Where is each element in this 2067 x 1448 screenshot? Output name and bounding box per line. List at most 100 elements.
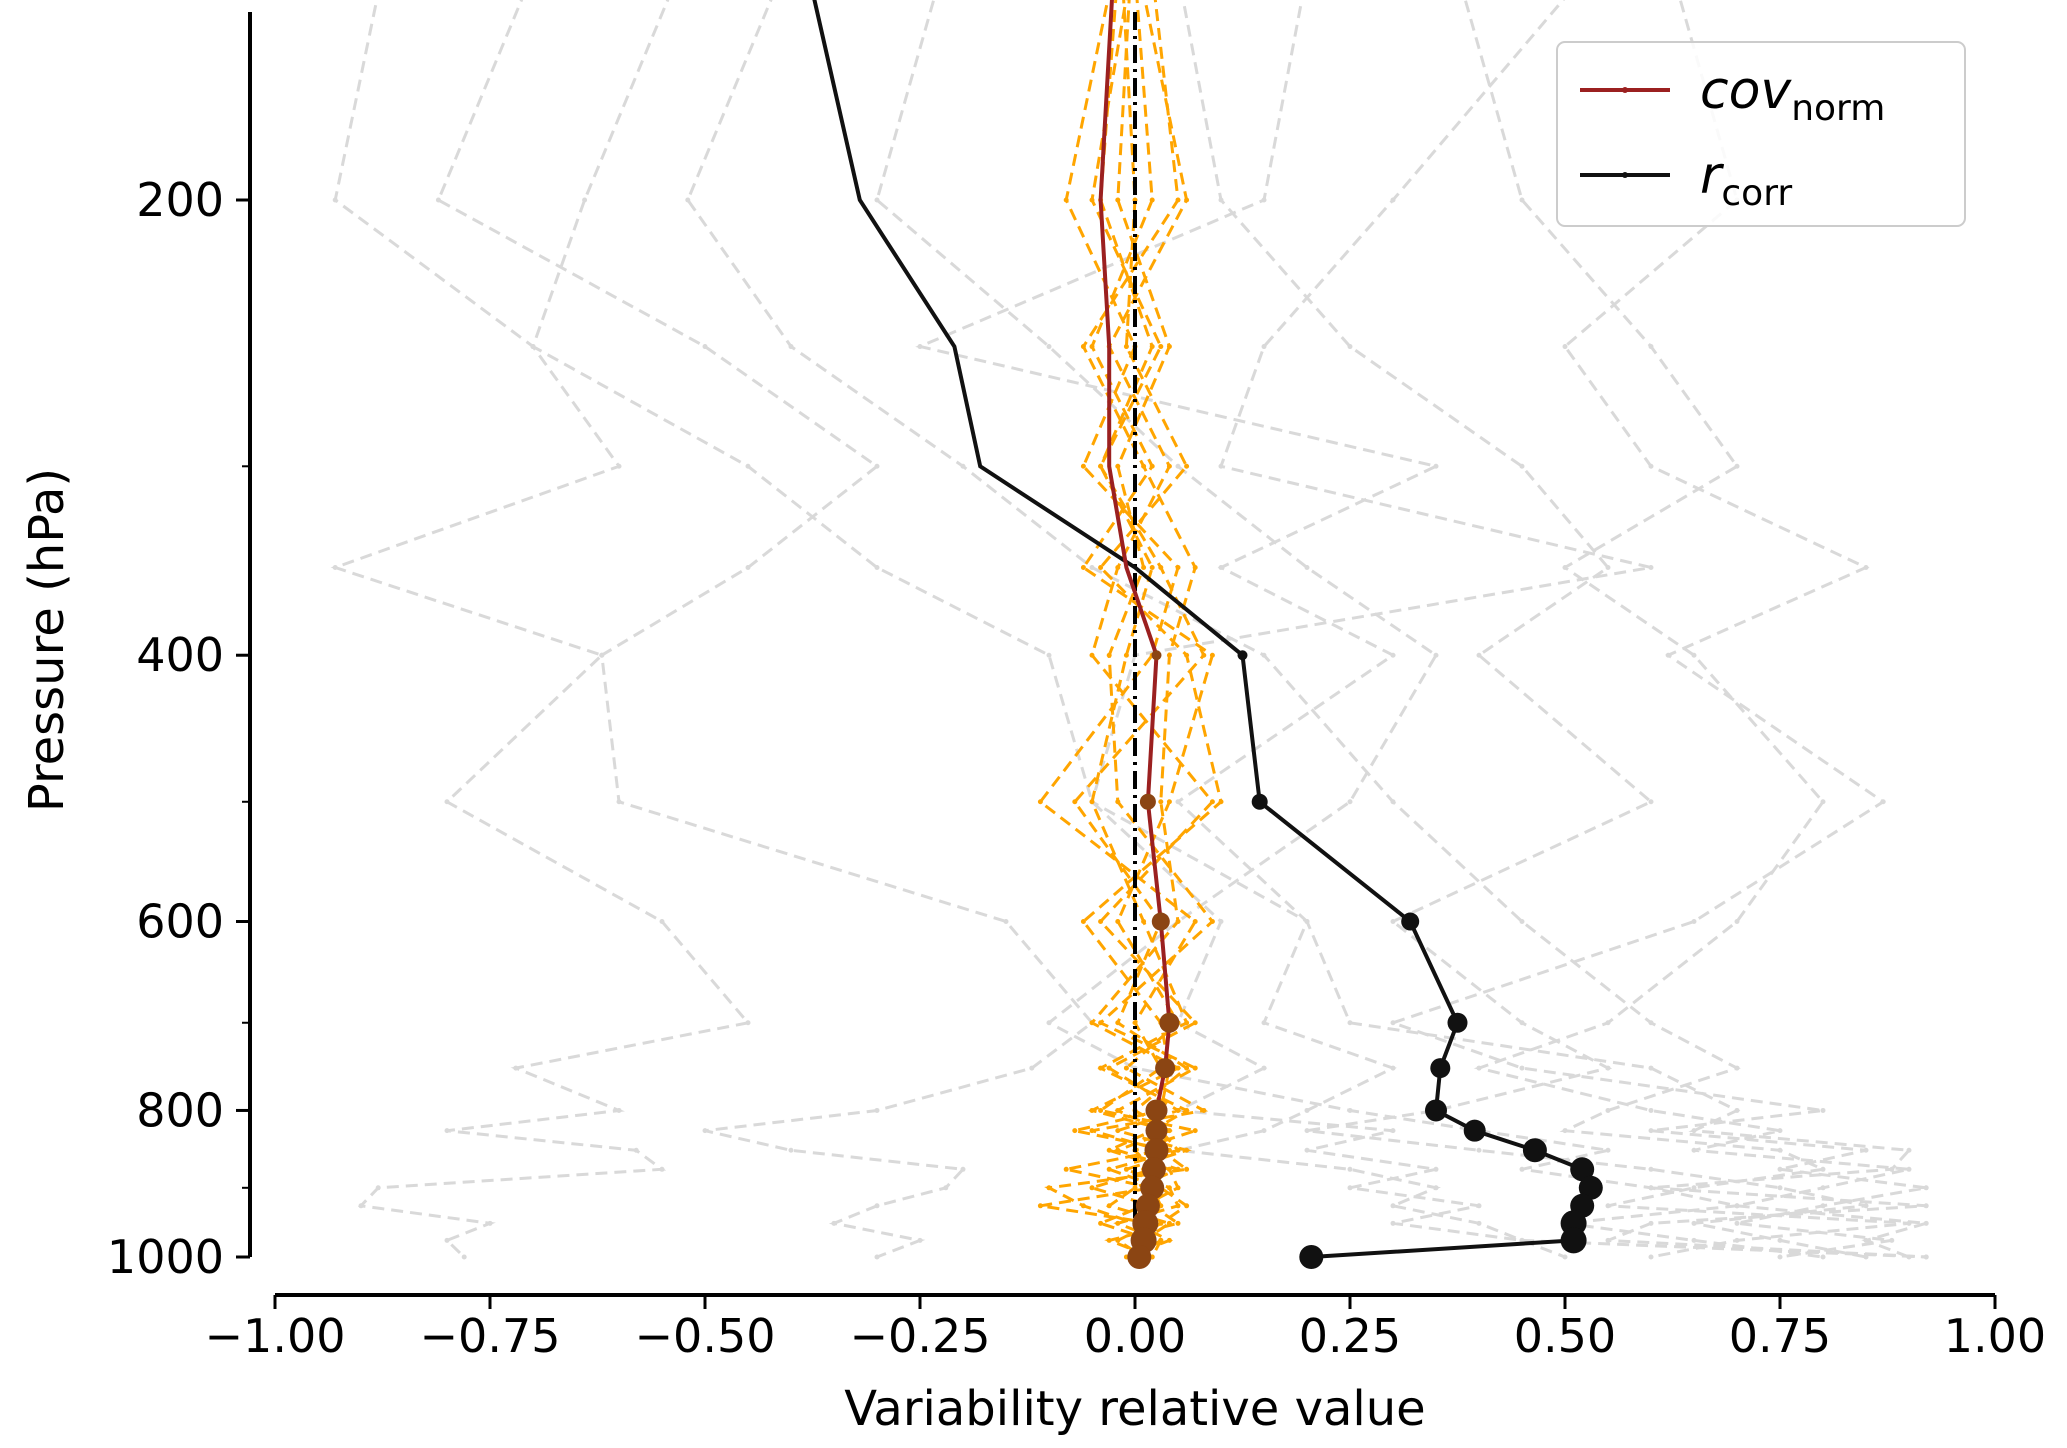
ensemble-cov-point [1046,1185,1052,1191]
ensemble-corr-point [1889,1237,1895,1243]
x-tick-label: −0.25 [850,1309,991,1363]
ensemble-cov-point [1115,565,1121,571]
ensemble-cov-point [1098,1065,1104,1071]
ensemble-corr-point [1923,1254,1929,1260]
ensemble-corr-point [616,1107,622,1113]
ensemble-cov-point [1184,197,1190,203]
ensemble-corr-point [1261,1020,1267,1026]
ensemble-corr-point [1820,1185,1826,1191]
ensemble-corr-point [332,197,338,203]
ensemble-corr-point [1218,463,1224,469]
ensemble-corr-point [1304,1107,1310,1113]
ensemble-cov-point [1192,1020,1198,1026]
ensemble-corr-point [1777,1254,1783,1260]
x-tick-label: 1.00 [1944,1309,2046,1363]
ensemble-corr-point [358,1203,364,1209]
y-tick-label: 600 [136,895,224,949]
ensemble-cov-point [1089,1128,1095,1134]
ensemble-cov-point [1166,1166,1172,1172]
ensemble-corr-point [1304,919,1310,925]
ensemble-corr-point [1820,1254,1826,1260]
ensemble-cov-point [1115,463,1121,469]
ensemble-corr-point [1734,1220,1740,1226]
ensemble-cov-point [1072,1128,1078,1134]
ensemble-cov-point [1158,799,1164,805]
ensemble-corr-point [1261,197,1267,203]
ensemble-corr-point [1648,799,1654,805]
ensemble-corr-point [1648,1020,1654,1026]
ensemble-cov-point [1080,565,1086,571]
ensemble-cov-point [1184,1147,1190,1153]
ensemble-corr-line-1 [330,0,751,1259]
ensemble-cov-point [1158,344,1164,350]
ensemble-cov-point [1080,344,1086,350]
ensemble-corr-point [1665,652,1671,658]
ensemble-cov-point [1089,1020,1095,1026]
ensemble-corr-point [874,1203,880,1209]
ensemble-corr-point [1390,1065,1396,1071]
ensemble-cov-point [1115,197,1121,203]
ensemble-cov-point [1080,919,1086,925]
r-corr-point [1430,1058,1451,1079]
ensemble-corr-point [1777,1128,1783,1134]
ensemble-cov-point [1115,1220,1121,1226]
ensemble-cov-point [1184,463,1190,469]
ensemble-corr-point [659,1166,665,1172]
ensemble-cov-point [1175,197,1181,203]
ensemble-cov-point [1115,1237,1121,1243]
ensemble-corr-point [1648,1185,1654,1191]
legend-label-subscript: norm [1791,88,1885,129]
ensemble-corr-point [745,1020,751,1026]
ensemble-corr-point [1304,565,1310,571]
x-tick-label: 0.25 [1299,1309,1401,1363]
cov-norm-point [1151,650,1162,661]
ensemble-corr-point [1923,1220,1929,1226]
ensemble-corr-point [1433,463,1439,469]
main-series [812,0,1603,1269]
ensemble-cov-point [1209,919,1215,925]
ensemble-cov-point [1209,799,1215,805]
ensemble-cov-point [1209,652,1215,658]
legend-marker-norm [1622,87,1628,93]
ensemble-cov-point [1141,565,1147,571]
ensemble-corr-point [1648,344,1654,350]
cov-norm-point [1145,1099,1168,1122]
ensemble-corr-point [1347,1185,1353,1191]
ensemble-cov-point [1149,565,1155,571]
ensemble-corr-point [831,1220,837,1226]
ensemble-corr-point [1562,344,1568,350]
ensemble-corr-point [1175,799,1181,805]
ensemble-cov-point [1106,1166,1112,1172]
ensemble-corr-point [1648,1065,1654,1071]
ensemble-cov-point [1080,1203,1086,1209]
ensemble-corr-point [616,799,622,805]
legend-marker-corr [1622,172,1628,178]
ensemble-corr-point [1261,652,1267,658]
ensemble-cov-point [1115,1107,1121,1113]
ensemble-cov-point [1063,197,1069,203]
ensemble-corr-point [1476,1065,1482,1071]
ensemble-corr-point [1476,1203,1482,1209]
ensemble-cov-point [1192,565,1198,571]
ensemble-cov-point [1123,1065,1129,1071]
ensemble-cov-point [1106,1237,1112,1243]
ensemble-corr-point [1923,1203,1929,1209]
ensemble-corr-point [530,344,536,350]
legend-label-subscript: corr [1721,173,1792,214]
ensemble-corr-point [1605,1237,1611,1243]
ensemble-corr-point [745,463,751,469]
ensemble-cov-point [1192,1128,1198,1134]
ensemble-corr-point [1304,1147,1310,1153]
cov-norm-point [1127,1245,1152,1269]
ensemble-corr-point [1691,919,1697,925]
ensemble-corr-line-3 [531,0,1566,1259]
x-tick-label: −0.75 [420,1309,561,1363]
y-axis-title: Pressure (hPa) [19,468,75,812]
ensemble-corr-point [1519,1065,1525,1071]
ensemble-cov-point [1166,1237,1172,1243]
ensemble-corr-point [444,799,450,805]
ensemble-cov-point [1158,1220,1164,1226]
ensemble-corr-point [1347,1107,1353,1113]
ensemble-covariance-lines [1037,0,1224,1260]
y-tick-label: 1000 [107,1230,224,1284]
